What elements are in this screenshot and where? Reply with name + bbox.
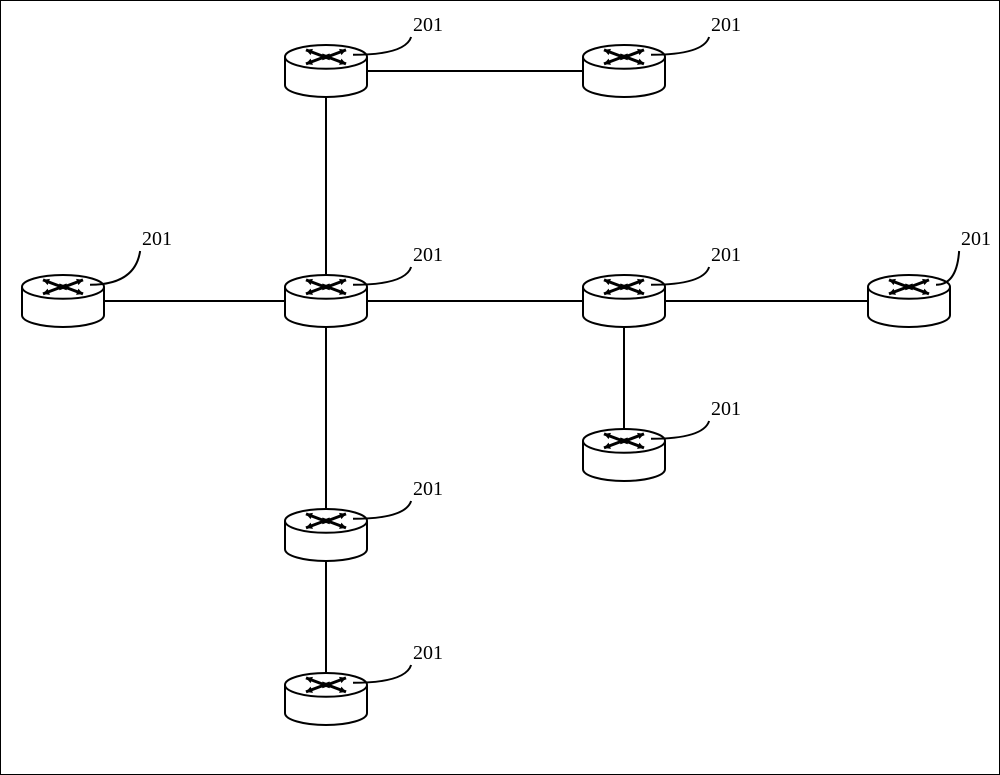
network-canvas: 201 201 201 201 201 201 201 201 201 [0, 0, 1000, 775]
node-label: 201 [413, 643, 443, 663]
edge [623, 328, 625, 428]
node-label: 201 [711, 245, 741, 265]
leader-line [350, 498, 414, 522]
leader-line [350, 34, 414, 58]
leader-line [350, 264, 414, 288]
node-label: 201 [711, 15, 741, 35]
node-label: 201 [142, 229, 172, 249]
node-label: 201 [711, 399, 741, 419]
leader-line [933, 248, 962, 288]
leader-line [648, 34, 712, 58]
leader-line [648, 264, 712, 288]
leader-line [648, 418, 712, 442]
node-label: 201 [413, 479, 443, 499]
edge [105, 300, 284, 302]
edge [325, 328, 327, 508]
node-label: 201 [961, 229, 991, 249]
edge [368, 70, 582, 72]
edge [368, 300, 582, 302]
leader-line [87, 248, 143, 288]
node-label: 201 [413, 15, 443, 35]
edge [666, 300, 867, 302]
node-label: 201 [413, 245, 443, 265]
edge [325, 98, 327, 274]
leader-line [350, 662, 414, 686]
edge [325, 562, 327, 672]
